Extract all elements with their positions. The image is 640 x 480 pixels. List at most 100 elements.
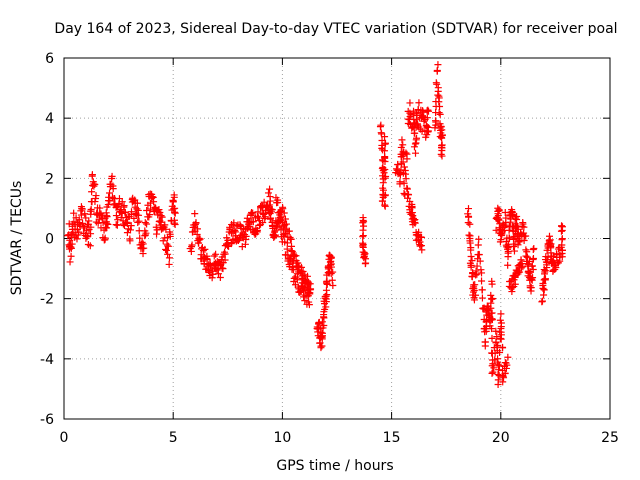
data-point bbox=[123, 220, 131, 228]
data-point bbox=[148, 193, 156, 201]
data-point bbox=[253, 226, 261, 234]
data-point bbox=[511, 280, 519, 288]
data-point bbox=[306, 285, 314, 293]
data-point bbox=[492, 338, 500, 346]
data-point bbox=[252, 227, 260, 235]
data-point bbox=[504, 244, 512, 252]
data-point bbox=[104, 220, 112, 228]
y-tick-label: 2 bbox=[45, 171, 54, 187]
data-point bbox=[112, 221, 120, 229]
data-point bbox=[362, 255, 370, 263]
data-point bbox=[88, 188, 96, 196]
data-point bbox=[541, 275, 549, 283]
x-tick-label: 10 bbox=[273, 430, 291, 446]
data-point bbox=[156, 208, 164, 216]
data-point bbox=[464, 219, 472, 227]
data-point bbox=[528, 275, 536, 283]
data-point bbox=[478, 286, 486, 294]
data-point bbox=[79, 219, 87, 227]
data-point bbox=[285, 227, 293, 235]
data-point bbox=[412, 149, 420, 157]
chart-title: Day 164 of 2023, Sidereal Day-to-day VTE… bbox=[54, 21, 617, 37]
data-point bbox=[279, 205, 287, 213]
data-point bbox=[471, 281, 479, 289]
data-point bbox=[212, 250, 220, 258]
data-point bbox=[320, 322, 328, 330]
data-point bbox=[516, 268, 524, 276]
data-point bbox=[318, 342, 326, 350]
data-point bbox=[170, 219, 178, 227]
data-point bbox=[264, 189, 272, 197]
data-point bbox=[409, 214, 417, 222]
data-point bbox=[378, 197, 386, 205]
data-point bbox=[424, 123, 432, 131]
data-point bbox=[538, 297, 546, 305]
y-tick-label: -2 bbox=[40, 292, 54, 308]
data-point bbox=[246, 219, 254, 227]
data-point bbox=[396, 178, 404, 186]
data-point bbox=[261, 213, 269, 221]
data-point bbox=[406, 99, 414, 107]
data-point bbox=[290, 274, 298, 282]
data-point bbox=[274, 199, 282, 207]
data-point bbox=[554, 259, 562, 267]
data-point bbox=[359, 233, 367, 241]
data-point bbox=[165, 254, 173, 262]
x-tick-labels: 0 5 10 15 20 25 bbox=[60, 430, 619, 446]
data-point bbox=[411, 219, 419, 227]
data-point bbox=[323, 291, 331, 299]
data-point bbox=[519, 263, 527, 271]
data-point bbox=[517, 256, 525, 264]
data-point bbox=[381, 192, 389, 200]
data-point bbox=[138, 238, 146, 246]
data-point bbox=[188, 243, 196, 251]
data-point bbox=[473, 262, 481, 270]
data-point bbox=[244, 224, 252, 232]
data-point bbox=[94, 219, 102, 227]
data-point bbox=[558, 235, 566, 243]
data-point bbox=[91, 181, 99, 189]
data-point bbox=[412, 136, 420, 144]
data-point bbox=[469, 269, 477, 277]
data-point bbox=[157, 212, 165, 220]
data-point bbox=[411, 140, 419, 148]
data-point bbox=[139, 250, 147, 258]
data-point bbox=[488, 334, 496, 342]
data-point bbox=[141, 219, 149, 227]
data-point bbox=[288, 247, 296, 255]
data-point bbox=[504, 353, 512, 361]
data-point bbox=[503, 361, 511, 369]
data-point bbox=[68, 240, 76, 248]
data-point bbox=[541, 267, 549, 275]
data-point bbox=[528, 262, 536, 270]
data-point bbox=[114, 216, 122, 224]
data-point bbox=[305, 301, 313, 309]
data-point bbox=[146, 211, 154, 219]
data-point bbox=[413, 120, 421, 128]
data-point bbox=[106, 197, 114, 205]
data-point bbox=[112, 212, 120, 220]
data-point bbox=[470, 287, 478, 295]
data-point bbox=[318, 318, 326, 326]
data-point bbox=[90, 182, 98, 190]
y-tick-label: -6 bbox=[40, 412, 54, 428]
data-point bbox=[402, 149, 410, 157]
axis-ticks bbox=[63, 57, 611, 420]
data-point bbox=[254, 208, 262, 216]
data-point bbox=[399, 141, 407, 149]
data-point bbox=[170, 193, 178, 201]
data-point bbox=[142, 229, 150, 237]
data-point bbox=[497, 331, 505, 339]
data-point bbox=[495, 362, 503, 370]
data-point bbox=[518, 260, 526, 268]
data-point bbox=[249, 218, 257, 226]
data-point bbox=[547, 242, 555, 250]
data-point bbox=[511, 240, 519, 248]
data-point bbox=[494, 376, 502, 384]
x-tick-label: 15 bbox=[383, 430, 401, 446]
data-point bbox=[501, 369, 509, 377]
data-point bbox=[134, 206, 142, 214]
data-point bbox=[490, 364, 498, 372]
data-point bbox=[487, 291, 495, 299]
